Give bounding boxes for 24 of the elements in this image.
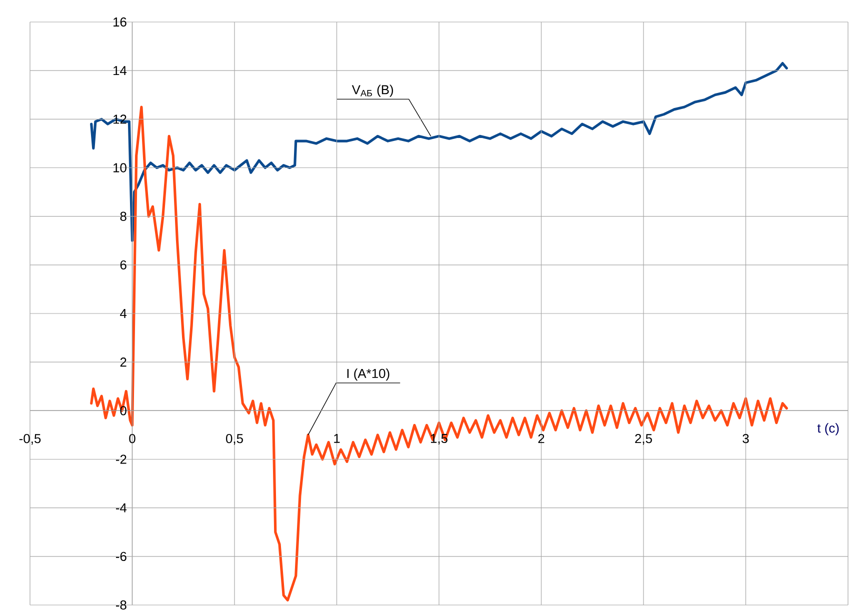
x-tick-label: -0,5 (19, 434, 41, 445)
y-tick-label: 10 (114, 163, 126, 172)
x-tick-label: 2,5 (635, 434, 652, 445)
y-tick-label: 0 (120, 406, 126, 416)
y-tick-label: 6 (120, 260, 126, 270)
y-tick-label: 2 (120, 358, 126, 367)
x-tick-label: 0 (129, 434, 136, 444)
y-tick-label: 4 (120, 309, 127, 318)
x-tick-label: 0,5 (226, 434, 243, 445)
x-tick-label: 1 (334, 434, 340, 443)
annotation: I (A*10) (347, 368, 390, 381)
x-axis-title: t (с) (817, 423, 839, 436)
y-tick-label: -8 (116, 600, 126, 610)
y-tick-label: -2 (116, 454, 126, 464)
annotation: V$_{АБ}$ (В) (352, 84, 394, 97)
y-tick-label: -4 (116, 503, 127, 512)
x-tick-label: 3 (742, 434, 749, 444)
y-tick-label: 14 (114, 66, 127, 76)
x-tick-label: 2 (538, 434, 544, 444)
line-series (90, 62, 788, 242)
y-tick-label: -6 (116, 552, 126, 561)
x-tick-label: 1,5 (430, 434, 448, 445)
y-tick-label: 8 (120, 212, 126, 221)
y-tick-label: 16 (114, 17, 126, 27)
